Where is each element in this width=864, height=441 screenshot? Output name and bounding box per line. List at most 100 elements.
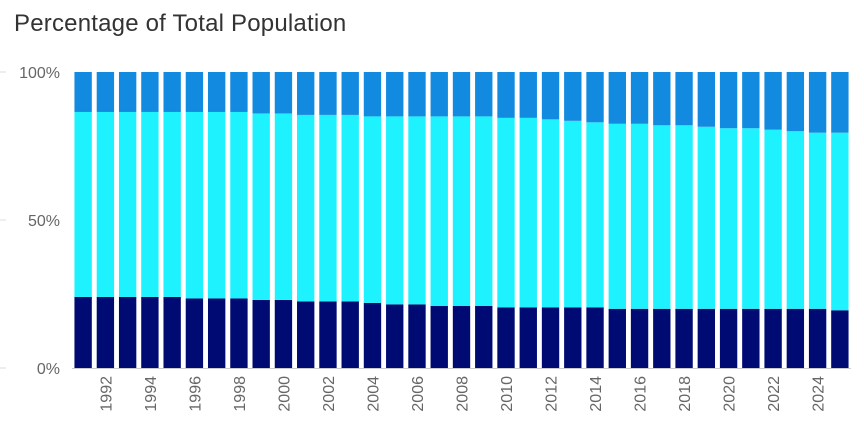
bar-segment-2016-s3[interactable] [630, 72, 649, 124]
bar-segment-2001-s2[interactable] [297, 114, 315, 302]
bar-segment-2014-s1[interactable] [586, 307, 604, 368]
bar-segment-1991-s3[interactable] [74, 72, 92, 112]
bar-segment-2024-s2[interactable] [808, 132, 827, 309]
bar-segment-1992-s1[interactable] [96, 296, 115, 368]
bar-segment-1997-s3[interactable] [207, 72, 226, 112]
bar-segment-2019-s1[interactable] [697, 308, 716, 368]
bar-segment-2013-s2[interactable] [564, 120, 582, 308]
bar-segment-2010-s2[interactable] [497, 117, 515, 308]
bar-segment-2012-s1[interactable] [541, 307, 560, 368]
bar-segment-2023-s1[interactable] [786, 308, 805, 368]
bar-segment-2021-s2[interactable] [742, 128, 760, 309]
bar-segment-1997-s2[interactable] [207, 111, 226, 299]
bar-segment-1999-s2[interactable] [252, 113, 270, 300]
bar-segment-2002-s2[interactable] [319, 114, 337, 302]
bar-segment-1997-s1[interactable] [207, 298, 226, 368]
bar-segment-2020-s1[interactable] [719, 308, 738, 368]
bar-segment-2022-s2[interactable] [764, 129, 782, 309]
bar-segment-2007-s3[interactable] [430, 72, 448, 117]
bar-segment-2025-s1[interactable] [831, 310, 849, 368]
bar-segment-2010-s3[interactable] [497, 72, 515, 118]
bar-segment-2018-s3[interactable] [675, 72, 693, 126]
bar-segment-2016-s1[interactable] [630, 308, 649, 368]
bar-segment-2016-s2[interactable] [630, 123, 649, 309]
bar-segment-2002-s3[interactable] [319, 72, 337, 115]
bar-segment-1991-s2[interactable] [74, 111, 92, 297]
bar-segment-2005-s3[interactable] [386, 72, 404, 117]
bar-segment-2018-s2[interactable] [675, 125, 693, 309]
bar-segment-2005-s1[interactable] [386, 304, 404, 368]
bar-segment-1998-s2[interactable] [230, 111, 248, 299]
bar-segment-2020-s2[interactable] [719, 128, 738, 309]
bar-segment-2007-s1[interactable] [430, 305, 448, 368]
bar-segment-2021-s3[interactable] [742, 72, 760, 129]
bar-segment-2011-s3[interactable] [519, 72, 537, 118]
bar-segment-2013-s3[interactable] [564, 72, 582, 121]
bar-segment-2009-s1[interactable] [475, 305, 493, 368]
bar-segment-2000-s3[interactable] [274, 72, 293, 114]
bar-segment-2008-s3[interactable] [452, 72, 471, 117]
bar-segment-2023-s3[interactable] [786, 72, 805, 132]
bar-segment-2011-s2[interactable] [519, 117, 537, 308]
bar-segment-2002-s1[interactable] [319, 301, 337, 368]
bar-segment-1992-s3[interactable] [96, 72, 115, 112]
bar-segment-1995-s2[interactable] [163, 111, 181, 297]
bar-segment-1996-s2[interactable] [185, 111, 204, 299]
bar-segment-2001-s1[interactable] [297, 301, 315, 368]
bar-segment-2025-s3[interactable] [831, 72, 849, 133]
bar-segment-2012-s2[interactable] [541, 119, 560, 308]
bar-segment-2004-s2[interactable] [363, 116, 382, 303]
bar-segment-1998-s1[interactable] [230, 298, 248, 368]
bar-segment-2010-s1[interactable] [497, 307, 515, 368]
bar-segment-2008-s1[interactable] [452, 305, 471, 368]
bar-segment-2013-s1[interactable] [564, 307, 582, 368]
bar-segment-1995-s1[interactable] [163, 296, 181, 368]
bar-segment-1993-s2[interactable] [118, 111, 137, 297]
bar-segment-2014-s2[interactable] [586, 122, 604, 308]
bar-segment-2021-s1[interactable] [742, 308, 760, 368]
bar-segment-1992-s2[interactable] [96, 111, 115, 297]
bar-segment-1991-s1[interactable] [74, 296, 92, 368]
bar-segment-2003-s2[interactable] [341, 114, 359, 302]
bar-segment-1994-s1[interactable] [141, 296, 159, 368]
bar-segment-2019-s2[interactable] [697, 126, 716, 309]
bar-segment-1996-s1[interactable] [185, 298, 204, 368]
bar-segment-1995-s3[interactable] [163, 72, 181, 112]
bar-segment-2022-s1[interactable] [764, 308, 782, 368]
bar-segment-2000-s2[interactable] [274, 113, 293, 300]
bar-segment-2006-s2[interactable] [408, 116, 426, 305]
bar-segment-1998-s3[interactable] [230, 72, 248, 112]
bar-segment-2014-s3[interactable] [586, 72, 604, 123]
bar-segment-1994-s2[interactable] [141, 111, 159, 297]
bar-segment-1993-s1[interactable] [118, 296, 137, 368]
bar-segment-2011-s1[interactable] [519, 307, 537, 368]
bar-segment-2015-s2[interactable] [608, 123, 626, 309]
bar-segment-2006-s3[interactable] [408, 72, 426, 117]
bar-segment-1999-s3[interactable] [252, 72, 270, 114]
bar-segment-2006-s1[interactable] [408, 304, 426, 368]
bar-segment-2003-s3[interactable] [341, 72, 359, 115]
bar-segment-2022-s3[interactable] [764, 72, 782, 130]
bar-segment-2023-s2[interactable] [786, 131, 805, 309]
bar-segment-2008-s2[interactable] [452, 116, 471, 306]
bar-segment-2017-s2[interactable] [653, 125, 671, 309]
bar-segment-2005-s2[interactable] [386, 116, 404, 305]
bar-segment-2009-s3[interactable] [475, 72, 493, 117]
bar-segment-2009-s2[interactable] [475, 116, 493, 306]
bar-segment-2019-s3[interactable] [697, 72, 716, 127]
bar-segment-2017-s3[interactable] [653, 72, 671, 126]
bar-segment-2015-s1[interactable] [608, 308, 626, 368]
bar-segment-2020-s3[interactable] [719, 72, 738, 129]
bar-segment-1994-s3[interactable] [141, 72, 159, 112]
bar-segment-2000-s1[interactable] [274, 299, 293, 368]
bar-segment-2015-s3[interactable] [608, 72, 626, 124]
bar-segment-2004-s1[interactable] [363, 302, 382, 368]
bar-segment-2003-s1[interactable] [341, 301, 359, 368]
bar-segment-2007-s2[interactable] [430, 116, 448, 306]
bar-segment-2018-s1[interactable] [675, 308, 693, 368]
bar-segment-2024-s3[interactable] [808, 72, 827, 133]
bar-segment-2012-s3[interactable] [541, 72, 560, 120]
bar-segment-2004-s3[interactable] [363, 72, 382, 117]
bar-segment-2001-s3[interactable] [297, 72, 315, 115]
bar-segment-1993-s3[interactable] [118, 72, 137, 112]
